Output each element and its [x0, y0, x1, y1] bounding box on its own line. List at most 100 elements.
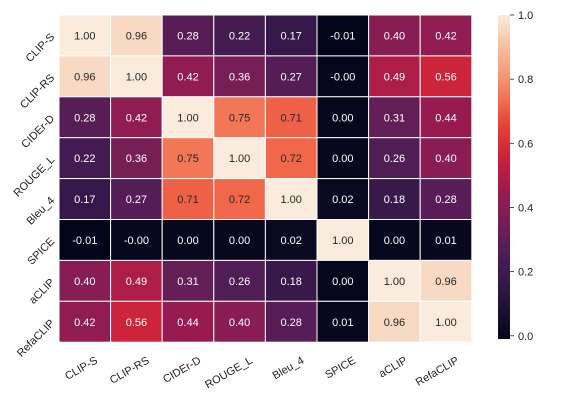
heatmap-cell-CLIP-RS-SPICE — [316, 55, 370, 98]
heatmap-cell-ROUGE_L-aCLIP — [368, 137, 421, 180]
heatmap-cell-RefaCLIP-CLIP-S — [58, 300, 112, 343]
heatmap-cell-CIDEr-D-ROUGE_L — [213, 96, 266, 139]
y-tick-label: CIDEr-D — [19, 113, 57, 151]
cell-value-label: 0.01 — [435, 235, 456, 247]
heatmap-cell-CLIP-RS-ROUGE_L — [213, 55, 266, 98]
cell-value-label: 0.17 — [280, 30, 301, 42]
cell-value-label: 0.49 — [384, 71, 405, 83]
heatmap-cell-Bleu_4-RefaCLIP — [419, 178, 473, 221]
heatmap-value-labels: 1.00 0.96 0.28 0.22 0.17 -0.01 0.40 0.42 0.96 1.0… — [72, 30, 456, 328]
heatmap-cell-CLIP-S-CLIP-S — [58, 14, 112, 57]
cell-value-label: 0.17 — [74, 194, 95, 206]
heatmap-cell-ROUGE_L-ROUGE_L — [213, 137, 266, 180]
heatmap-cell-ROUGE_L-Bleu_4 — [264, 137, 318, 180]
x-tick-label: ROUGE_L — [203, 355, 255, 392]
cell-value-label: 0.75 — [177, 153, 198, 165]
cell-value-label: 0.02 — [280, 235, 301, 247]
heatmap-cell-SPICE-aCLIP — [368, 219, 421, 261]
cell-value-label: 0.75 — [229, 112, 250, 124]
x-axis-tick-labels: CLIP-S CLIP-RS CIDEr-D ROUGE_L Bleu_4 SPICE aC… — [63, 355, 461, 392]
heatmap-cell-CLIP-S-CLIP-RS — [110, 14, 163, 57]
cell-value-label: 0.40 — [74, 276, 95, 288]
x-tick-label: CLIP-S — [63, 355, 100, 383]
cell-value-label: 0.18 — [384, 194, 405, 206]
heatmap-cell-aCLIP-aCLIP — [368, 259, 421, 302]
cell-value-label: -0.01 — [330, 30, 355, 42]
cell-value-label: 0.44 — [177, 317, 198, 329]
colorbar-tick-label: 1.0 — [518, 10, 533, 22]
cell-value-label: 0.22 — [229, 30, 250, 42]
cell-value-label: 0.31 — [384, 112, 405, 124]
cell-value-label: 0.36 — [229, 71, 250, 83]
heatmap-cell-aCLIP-RefaCLIP — [419, 259, 473, 302]
cell-value-label: 0.96 — [126, 30, 147, 42]
cell-value-label: 1.00 — [177, 112, 198, 124]
heatmap-cell-CLIP-RS-RefaCLIP — [419, 55, 473, 98]
y-tick-label: SPICE — [25, 236, 57, 268]
cell-value-label: 1.00 — [280, 194, 301, 206]
y-tick-label: RefaCLIP — [15, 317, 57, 359]
cell-value-label: 0.28 — [74, 112, 95, 124]
y-tick-label: aCLIP — [27, 277, 57, 307]
cell-value-label: 1.00 — [435, 317, 456, 329]
heatmap-cell-RefaCLIP-ROUGE_L — [213, 300, 266, 343]
heatmap-cell-Bleu_4-aCLIP — [368, 178, 421, 221]
heatmap-cell-CLIP-RS-CLIP-RS — [110, 55, 163, 98]
cell-value-label: 0.18 — [280, 276, 301, 288]
colorbar-tick-label: 0.6 — [518, 138, 533, 150]
cell-value-label: 0.96 — [435, 276, 456, 288]
heatmap-cell-RefaCLIP-RefaCLIP — [419, 300, 473, 343]
heatmap-cell-CIDEr-D-aCLIP — [368, 96, 421, 139]
heatmap-cell-CIDEr-D-CLIP-RS — [110, 96, 163, 139]
cell-value-label: 0.28 — [435, 194, 456, 206]
heatmap-cell-Bleu_4-Bleu_4 — [264, 178, 318, 221]
cell-value-label: 0.27 — [280, 71, 301, 83]
x-tick-label: SPICE — [323, 355, 358, 382]
heatmap-cell-SPICE-CIDEr-D — [161, 219, 215, 261]
cell-value-label: 0.31 — [177, 276, 198, 288]
cell-value-label: 0.00 — [332, 276, 353, 288]
y-tick-label: CLIP-RS — [18, 72, 57, 111]
colorbar-tick-label: 0.8 — [518, 74, 533, 86]
cell-value-label: 0.26 — [229, 276, 250, 288]
heatmap-cell-SPICE-RefaCLIP — [419, 219, 473, 261]
cell-value-label: 0.44 — [435, 112, 456, 124]
cell-value-label: -0.00 — [330, 71, 355, 83]
cell-value-label: 0.00 — [384, 235, 405, 247]
colorbar-gradient — [498, 15, 510, 339]
heatmap-cell-Bleu_4-ROUGE_L — [213, 178, 266, 221]
colorbar: 0.0 0.2 0.4 0.6 0.8 1.0 — [498, 10, 533, 343]
cell-value-label: 0.01 — [332, 317, 353, 329]
cell-value-label: 0.00 — [332, 153, 353, 165]
cell-value-label: 0.40 — [384, 30, 405, 42]
heatmap-cell-RefaCLIP-CIDEr-D — [161, 300, 215, 343]
heatmap-cell-CIDEr-D-RefaCLIP — [419, 96, 473, 139]
heatmap-cell-RefaCLIP-SPICE — [316, 300, 370, 343]
cell-value-label: 0.56 — [435, 71, 456, 83]
cell-value-label: 0.00 — [177, 235, 198, 247]
heatmap-cell-CIDEr-D-SPICE — [316, 96, 370, 139]
colorbar-tick-label: 0.2 — [518, 267, 533, 279]
cell-value-label: 0.42 — [126, 112, 147, 124]
cell-value-label: 0.02 — [332, 194, 353, 206]
heatmap-cell-CLIP-S-SPICE — [316, 14, 370, 57]
cell-value-label: 1.00 — [332, 235, 353, 247]
cell-value-label: 1.00 — [229, 153, 250, 165]
colorbar-tick-label: 0.4 — [518, 202, 533, 214]
cell-value-label: 0.40 — [435, 153, 456, 165]
heatmap-cell-SPICE-SPICE — [316, 219, 370, 261]
y-tick-label: ROUGE_L — [12, 154, 58, 200]
heatmap-cell-CIDEr-D-Bleu_4 — [264, 96, 318, 139]
heatmap-cell-RefaCLIP-Bleu_4 — [264, 300, 318, 343]
cell-value-label: 0.42 — [177, 71, 198, 83]
cell-value-label: 1.00 — [74, 30, 95, 42]
cell-value-label: 0.96 — [74, 71, 95, 83]
cell-value-label: -0.00 — [124, 235, 149, 247]
cell-value-label: 0.40 — [229, 317, 250, 329]
heatmap-cell-SPICE-CLIP-RS — [110, 219, 163, 261]
cell-value-label: 1.00 — [384, 276, 405, 288]
heatmap-cell-aCLIP-CLIP-S — [58, 259, 112, 302]
cell-value-label: 0.96 — [384, 317, 405, 329]
